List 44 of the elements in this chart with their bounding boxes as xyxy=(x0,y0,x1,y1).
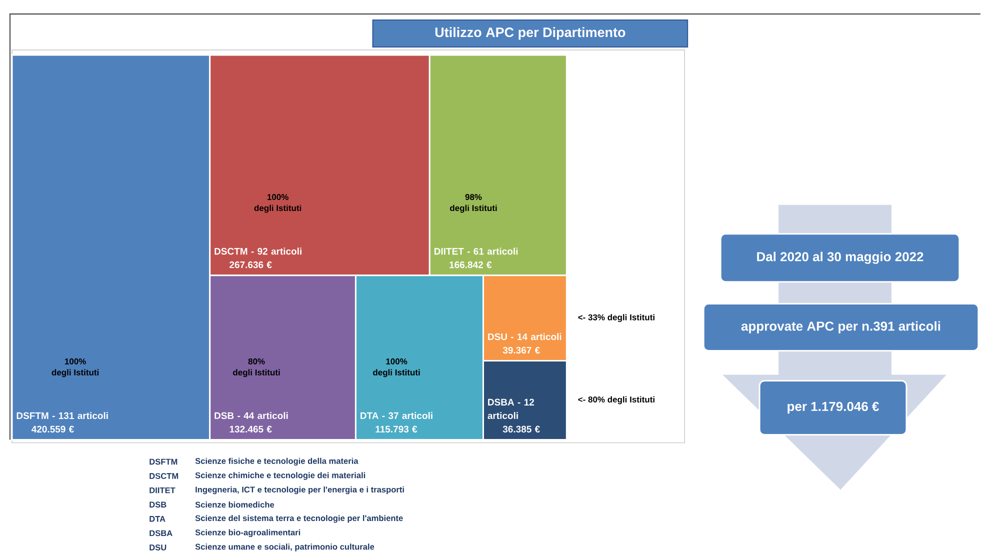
text: DSU xyxy=(150,544,166,551)
text: Ingegneria, ICT e tecnologie per l'energia e i trasporti xyxy=(196,486,404,494)
category-label: DSFTM - 131 articoli xyxy=(16,412,108,420)
data-label: 36.385 € xyxy=(502,426,540,433)
text: degli Istituti xyxy=(233,369,280,378)
text: 100% xyxy=(267,194,288,200)
text: degli Istituti xyxy=(450,204,497,213)
text: per 1.179.046 € xyxy=(788,402,879,414)
data-label: 267.636 € xyxy=(230,262,272,268)
text: <- 33% degli Istituti xyxy=(578,314,654,322)
text: 80% xyxy=(248,358,265,365)
category-label: DSBA - 12 articoli xyxy=(488,398,534,420)
text: degli Istituti xyxy=(52,369,99,378)
text: Utilizzo APC per Dipartimento xyxy=(435,27,626,40)
category-label: DSU - 14 articoli xyxy=(488,333,562,340)
text: degli Istituti xyxy=(254,204,302,213)
text: Scienze bio-agroalimentari xyxy=(195,529,300,538)
text: <- 80% degli Istituti xyxy=(578,396,654,404)
data-label: 166.842 € xyxy=(450,262,492,268)
text: DSCTM xyxy=(150,473,178,480)
data-label: 420.559 € xyxy=(32,426,74,433)
data-label: 115.793 € xyxy=(376,426,418,433)
text: degli Istituti xyxy=(373,369,420,378)
text: DSFTM xyxy=(150,458,178,465)
text: Scienze chimiche e tecnologie dei materiali xyxy=(195,472,366,480)
text: DIITET xyxy=(150,488,176,494)
text: Scienze fisiche e tecnologie della materia xyxy=(195,458,358,466)
text: 98% xyxy=(465,194,482,200)
text: 100% xyxy=(386,358,408,365)
text: Scienze del sistema terra e tecnologie per l'ambiente xyxy=(195,515,403,523)
text: 100% xyxy=(64,358,86,365)
text: DTA xyxy=(150,516,166,522)
category-label: DSCTM - 92 articoli xyxy=(214,248,302,255)
text: Scienze biomediche xyxy=(195,502,274,508)
category-label: DSB - 44 articoli xyxy=(214,412,288,420)
data-label: 132.465 € xyxy=(230,426,272,433)
category-label: DIITET - 61 articoli xyxy=(434,248,518,255)
text: Dal 2020 al 30 maggio 2022 xyxy=(757,252,924,264)
text: DSB xyxy=(150,502,166,508)
text: approvate APC per n.391 articoli xyxy=(741,321,940,334)
text: DSBA xyxy=(150,530,172,536)
data-label: 39.367 € xyxy=(502,347,540,354)
category-label: DTA - 37 articoli xyxy=(360,412,432,420)
text: Scienze umane e sociali, patrimonio culturale xyxy=(195,544,374,552)
